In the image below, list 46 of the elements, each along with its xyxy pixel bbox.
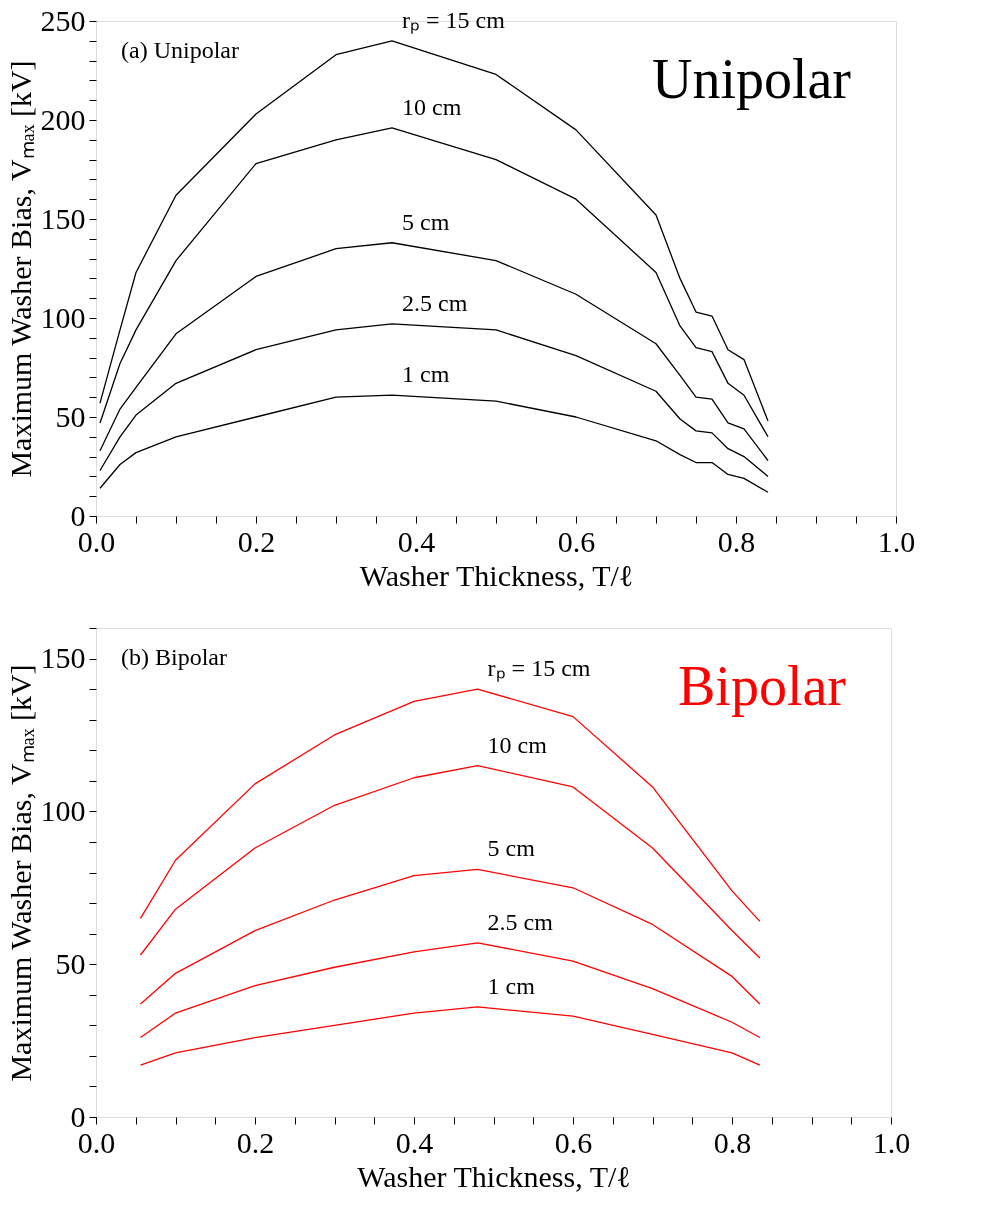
annotation: Unipolar [651,48,852,110]
y-tick-label: 250 [40,3,86,37]
y-axis-title: Maximum Washer Bias, Vₘₐₓ [kV] [3,664,37,1082]
series-label: 2.5 cm [487,908,554,935]
line-series [139,1006,761,1066]
y-axis-title: Maximum Washer Bias, Vₘₐₓ [kV] [3,60,37,478]
y-tick-label: 0 [70,1099,86,1133]
x-tick-label: 0.6 [557,524,596,558]
line-series [99,127,769,438]
x-tick-label: 1.0 [872,1125,911,1159]
line-series [99,394,769,493]
series-label: 1 cm [402,361,450,388]
y-tick-label: 50 [55,399,86,433]
series-label: 10 cm [487,731,548,758]
line-series [139,868,761,1005]
y-tick-label: 0 [70,498,86,532]
x-tick-label: 1.0 [877,524,916,558]
y-tick-label: 150 [40,641,86,675]
y-tick-label: 200 [40,102,86,136]
x-tick-label: 0.2 [236,1125,275,1159]
x-tick-label: 0.6 [554,1125,593,1159]
line-series [139,942,761,1039]
series-label: 1 cm [487,972,536,999]
x-tick-label: 0.4 [397,524,436,558]
y-tick-label: 100 [40,793,86,827]
series-label: rₚ = 15 cm [402,6,506,34]
x-axis-title: Washer Thickness, T/ℓ [359,558,634,592]
series-label: 5 cm [487,835,536,862]
annotation: (a) Unipolar [121,37,239,63]
annotation: (b) Bipolar [121,644,227,670]
annotation: Bipolar [678,655,847,717]
x-tick-label: 0.8 [713,1125,752,1159]
x-axis-title: Washer Thickness, T/ℓ [357,1159,631,1193]
line-series [99,323,769,478]
x-tick-label: 0.8 [717,524,756,558]
line-series [99,242,769,462]
series-label: rₚ = 15 cm [487,655,591,683]
y-tick-label: 150 [40,201,86,235]
x-tick-label: 0.2 [237,524,276,558]
series-label: 10 cm [402,93,462,120]
y-tick-label: 100 [40,300,86,334]
x-tick-label: 0.4 [395,1125,434,1159]
series-label: 5 cm [402,208,450,235]
line-series [139,764,761,959]
series-label: 2.5 cm [402,289,468,316]
y-tick-label: 50 [55,946,86,980]
